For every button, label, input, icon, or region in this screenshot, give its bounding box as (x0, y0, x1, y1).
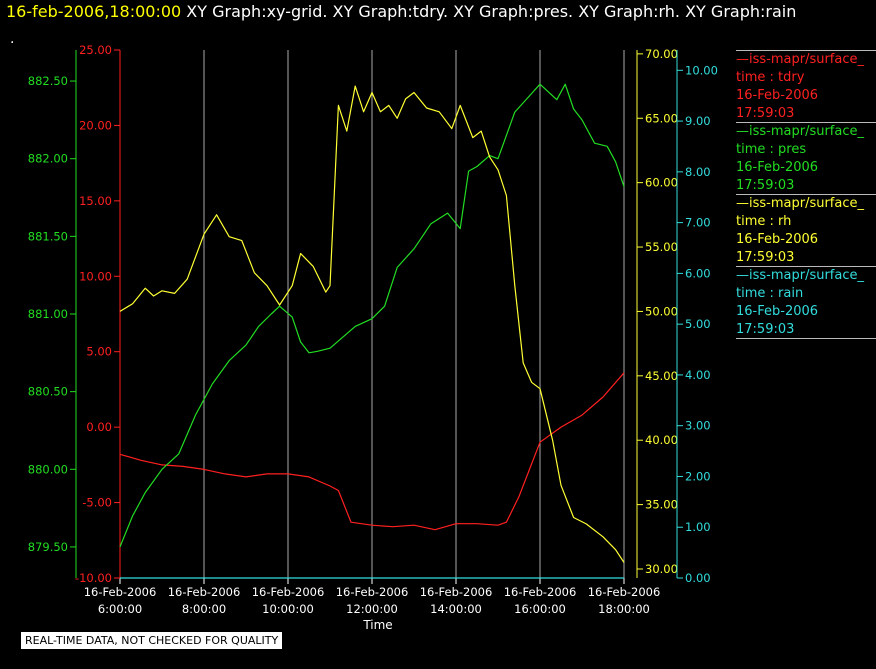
series-line-pres (119, 83, 625, 548)
tdry-tick-label: 5.00 (86, 345, 112, 359)
tdry-tick-label: -5.00 (82, 496, 112, 510)
rain-tick-label: 3.00 (685, 419, 711, 433)
legend-date: 16-Feb-2006 (736, 88, 819, 103)
rh-tick-label: 45.00 (645, 369, 678, 383)
header-graph-titles: XY Graph:xy-grid. XY Graph:tdry. XY Grap… (181, 2, 797, 21)
rh-tick-label: 35.00 (645, 498, 678, 512)
pres-tick-label: 880.00 (28, 462, 68, 476)
series-line-tdry (119, 372, 625, 531)
rain-tick-label: 10.00 (685, 63, 718, 77)
rain-tick-label: 2.00 (685, 469, 711, 483)
pres-tick-label: 880.50 (28, 385, 68, 399)
tdry-tick-label: 0.00 (86, 420, 112, 434)
rain-tick-label: 8.00 (685, 165, 711, 179)
legend-time: 17:59:03 (736, 178, 795, 193)
rain-tick-label: 7.00 (685, 216, 711, 230)
legend-end-line (736, 338, 876, 339)
x-tick-label-time: 10:00:00 (262, 602, 314, 616)
legend-label: time : rain (736, 286, 804, 301)
legend-date: 16-Feb-2006 (736, 304, 819, 319)
rh-tick-label: 70.00 (645, 47, 678, 61)
rain-tick-label: 4.00 (685, 368, 711, 382)
series-line-rh (119, 85, 625, 563)
x-tick-label-time: 18:00:00 (598, 602, 650, 616)
legend-label: time : rh (736, 214, 792, 229)
legend-date: 16-Feb-2006 (736, 232, 819, 247)
tdry-tick-label: 10.00 (79, 269, 112, 283)
rh-tick-label: 60.00 (645, 176, 678, 190)
tdry-tick-label: 20.00 (79, 118, 112, 132)
rain-tick-label: 6.00 (685, 266, 711, 280)
pres-tick-label: 881.00 (28, 307, 68, 321)
x-tick-label-date: 16-Feb-2006 (504, 585, 577, 599)
tdry-tick-label: 25.00 (79, 43, 112, 57)
x-tick-label-date: 16-Feb-2006 (588, 585, 661, 599)
x-tick-label-date: 16-Feb-2006 (168, 585, 241, 599)
graph-header: 16-feb-2006,18:00:00 XY Graph:xy-grid. X… (6, 2, 796, 21)
x-tick-label-time: 6:00:00 (98, 602, 142, 616)
legend-time: 17:59:03 (736, 106, 795, 121)
x-tick-label-time: 16:00:00 (514, 602, 566, 616)
x-axis-label: Time (362, 618, 392, 632)
tdry-tick-label: 15.00 (79, 194, 112, 208)
x-tick-label-date: 16-Feb-2006 (252, 585, 325, 599)
x-tick-label-time: 8:00:00 (182, 602, 226, 616)
marker-dot: . (10, 31, 15, 47)
rh-tick-label: 65.00 (645, 111, 678, 125)
legend-name: —iss-mapr/surface_ (736, 122, 876, 141)
legend-entry: —iss-mapr/surface_ time : rh 16-Feb-2006 17… (736, 194, 876, 267)
x-tick-label-time: 14:00:00 (430, 602, 482, 616)
legend-label: time : tdry (736, 70, 805, 85)
rh-tick-label: 50.00 (645, 304, 678, 318)
rh-tick-label: 30.00 (645, 562, 678, 576)
legend-time: 17:59:03 (736, 322, 795, 337)
x-tick-label-date: 16-Feb-2006 (420, 585, 493, 599)
x-tick-label-date: 16-Feb-2006 (336, 585, 409, 599)
quality-note: REAL-TIME DATA, NOT CHECKED FOR QUALITY (21, 632, 283, 649)
header-datetime: 16-feb-2006,18:00:00 (6, 2, 182, 21)
legend-entry: —iss-mapr/surface_ time : pres 16-Feb-2006… (736, 122, 876, 195)
legend-date: 16-Feb-2006 (736, 160, 819, 175)
rain-tick-label: 5.00 (685, 317, 711, 331)
rh-tick-label: 40.00 (645, 433, 678, 447)
x-tick-label-date: 16-Feb-2006 (84, 585, 157, 599)
legend-name: —iss-mapr/surface_ (736, 50, 876, 69)
rain-tick-label: 9.00 (685, 114, 711, 128)
rain-tick-label: 1.00 (685, 520, 711, 534)
pres-tick-label: 882.50 (28, 74, 68, 88)
legend-time: 17:59:03 (736, 250, 795, 265)
legend-name: —iss-mapr/surface_ (736, 266, 876, 285)
x-tick-label-time: 12:00:00 (346, 602, 398, 616)
tdry-tick-label: -10.00 (75, 571, 112, 585)
legend-entry: —iss-mapr/surface_ time : tdry 16-Feb-2006… (736, 50, 876, 123)
legend-label: time : pres (736, 142, 807, 157)
legend-name: —iss-mapr/surface_ (736, 194, 876, 213)
pres-tick-label: 879.50 (28, 540, 68, 554)
pres-tick-label: 881.50 (28, 229, 68, 243)
rh-tick-label: 55.00 (645, 240, 678, 254)
pres-tick-label: 882.00 (28, 152, 68, 166)
legend-entry: —iss-mapr/surface_ time : rain 16-Feb-2006… (736, 266, 876, 339)
rain-tick-label: 0.00 (685, 571, 711, 585)
